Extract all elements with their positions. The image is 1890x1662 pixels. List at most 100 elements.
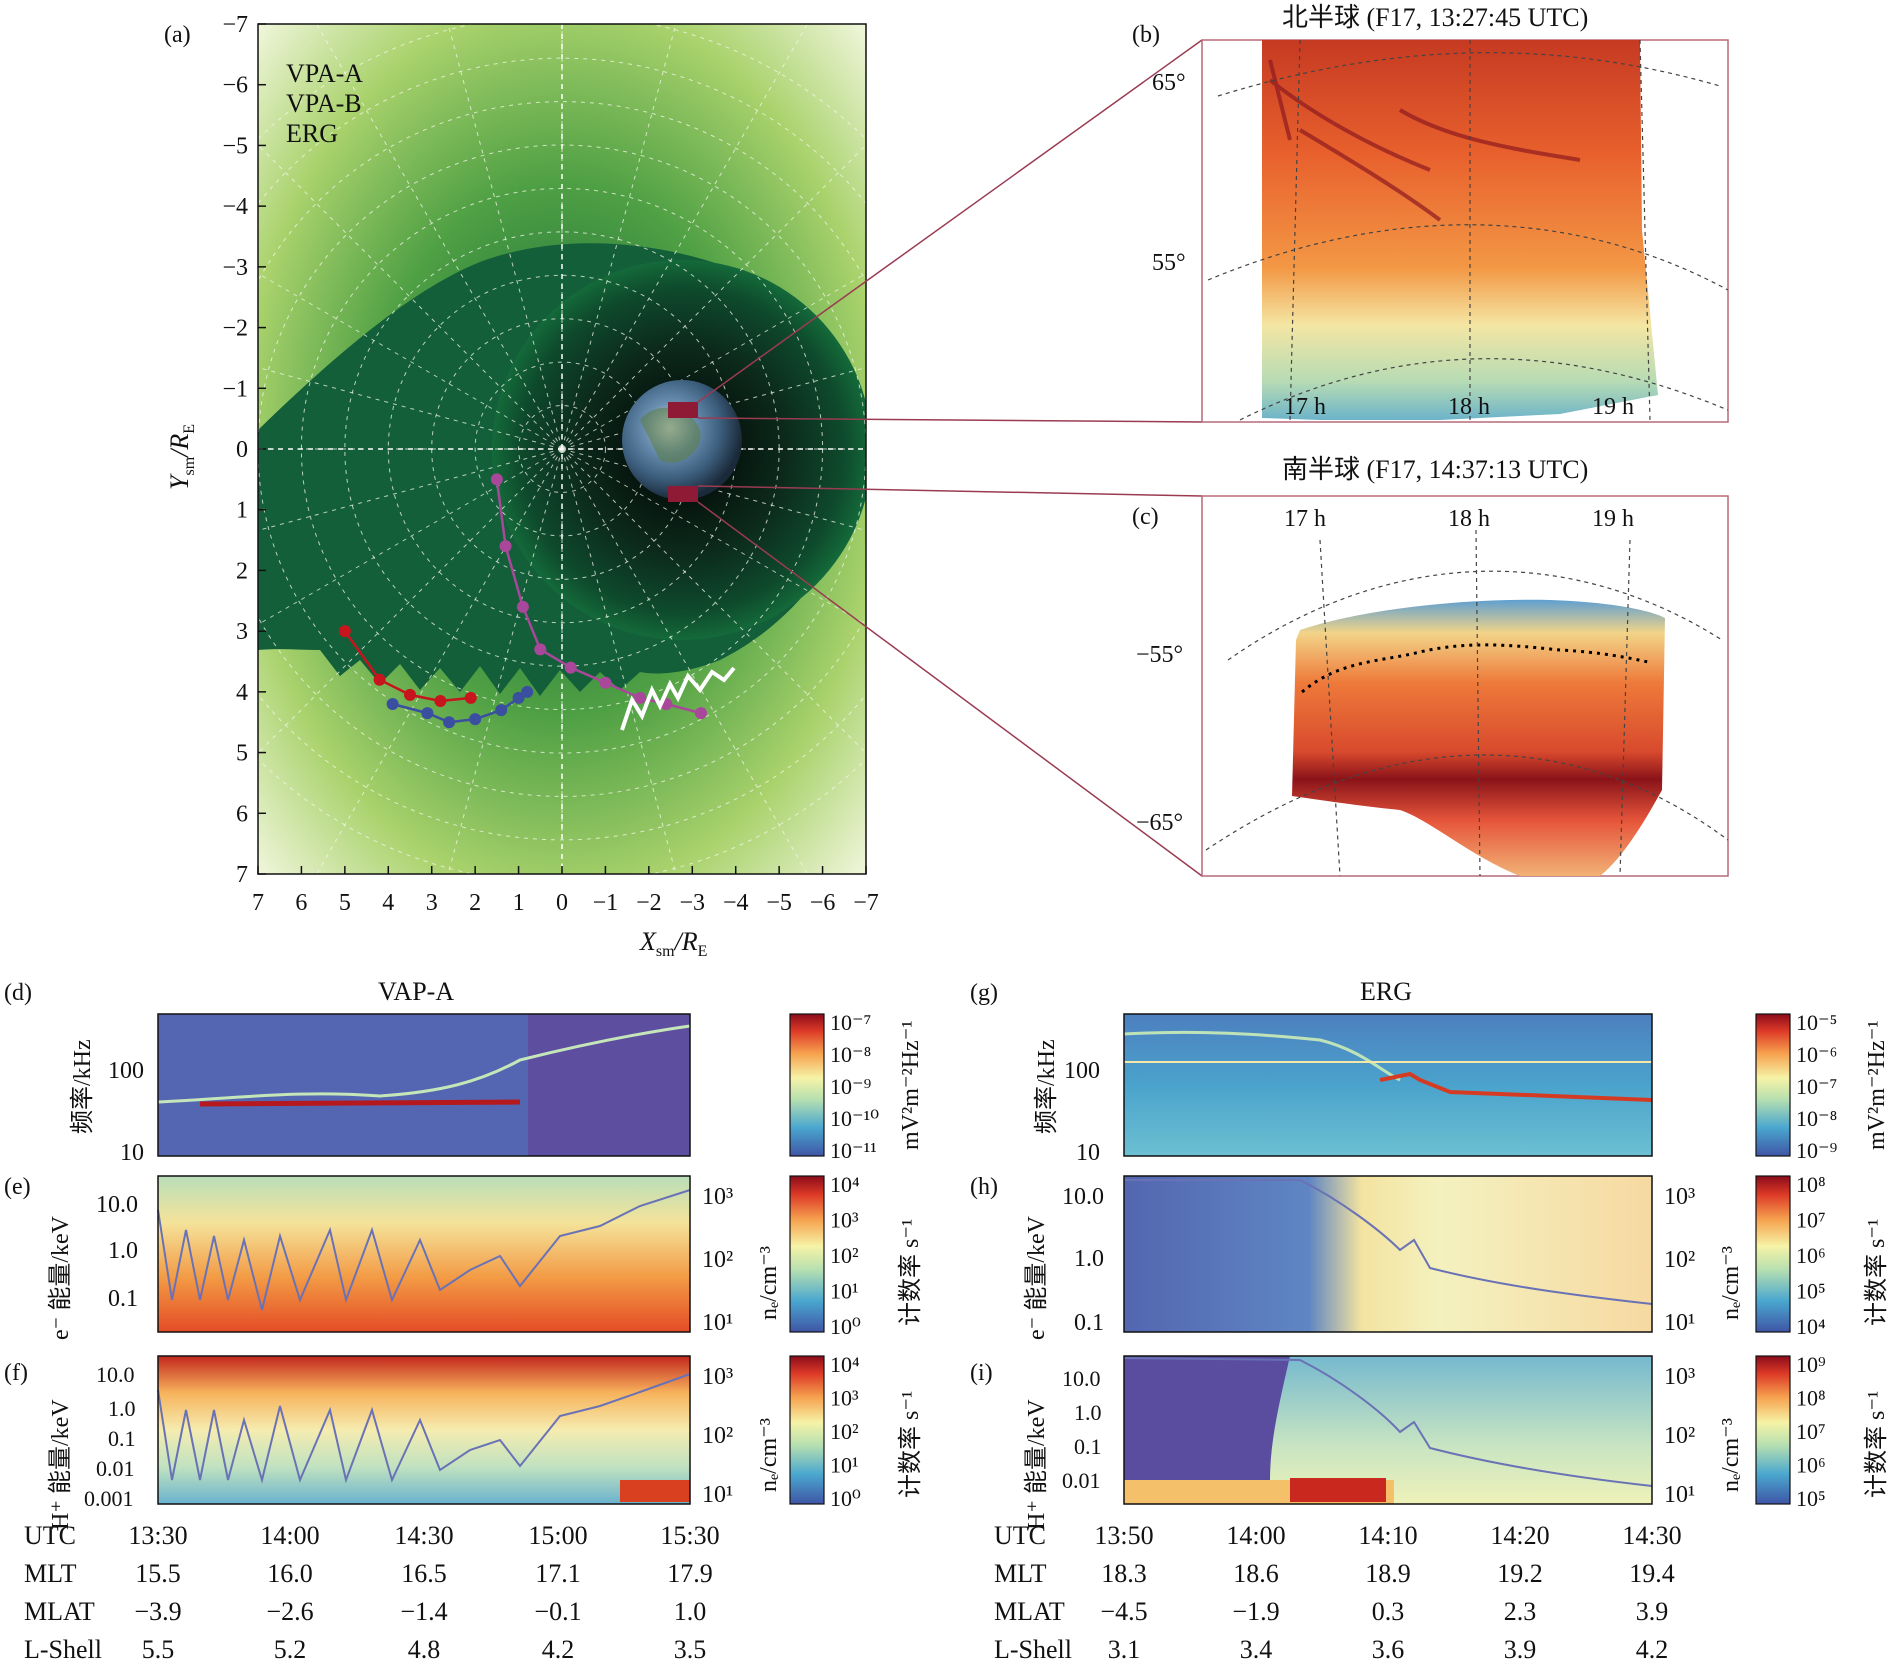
ephemeris-value-mlt-3: 17.1 <box>535 1559 581 1588</box>
panel-h-density-tick-0: 10³ <box>1664 1184 1695 1210</box>
panel-b: (b) 北半球 (F17, 13:27:45 UTC) 65° 55° 17 h… <box>1132 3 1729 423</box>
panel-b-grid <box>1207 39 1729 421</box>
trajectory-point-erg <box>490 473 503 486</box>
panel-h-letter: (h) <box>970 1174 998 1200</box>
ephemeris-value-utc-4: 14:30 <box>1622 1521 1681 1550</box>
trajectory-point-erg <box>499 540 512 553</box>
y-tick-label-4: −4 <box>222 194 248 220</box>
north-footpoint-marker <box>668 402 698 418</box>
polar-grid <box>258 24 866 874</box>
panel-h-ylabel: e⁻ 能量/keV <box>1023 1215 1050 1340</box>
north-mlt-18: 18 h <box>1448 394 1490 420</box>
x-tick-label-4: −4 <box>723 890 749 916</box>
ephemeris-value-mlat-1: −1.9 <box>1232 1597 1279 1626</box>
y-tick-label-6: −6 <box>222 73 248 99</box>
ephemeris-value-mlat-0: −3.9 <box>134 1597 181 1626</box>
trajectory-point-vpa-a <box>521 685 534 698</box>
x-tick-label-1: −1 <box>593 890 619 916</box>
panel-g-upper-hybrid-line <box>1123 1030 1401 1082</box>
y-tick-label-5: 5 <box>236 741 248 767</box>
panel-c-title: 南半球 (F17, 14:37:13 UTC) <box>1282 455 1588 484</box>
ephemeris-value-l-shell-0: 3.1 <box>1108 1635 1141 1662</box>
trajectory-point-vpa-a <box>443 716 456 729</box>
panel-g-title: ERG <box>1360 977 1412 1006</box>
panel-f-density-line <box>157 1373 691 1484</box>
ephemeris-value-utc-0: 13:50 <box>1094 1521 1153 1550</box>
panel-f-letter: (f) <box>4 1360 28 1386</box>
south-footpoint-marker <box>668 486 698 502</box>
grid-spoke <box>561 24 808 450</box>
panel-g-colorbar <box>1755 1013 1791 1157</box>
trajectory-point-erg <box>534 643 547 656</box>
panel-d-ylabel: 频率/kHz <box>69 1039 96 1134</box>
panel-g-ylabel: 频率/kHz <box>1033 1039 1060 1134</box>
grid-spoke <box>561 448 677 874</box>
legend-erg: ERG <box>286 119 338 148</box>
panel-i-ytick-1: 1.0 <box>1074 1400 1102 1425</box>
ephemeris-value-utc-3: 15:00 <box>528 1521 587 1550</box>
x-tick-label-3: −3 <box>680 890 706 916</box>
trajectory-point-erg <box>599 676 612 689</box>
grid-spoke <box>447 448 563 874</box>
ephemeris-value-mlt-1: 18.6 <box>1233 1559 1279 1588</box>
panel-d: (d) VAP-A 频率/kHz 100 10 <box>4 977 691 1166</box>
earth-landmass <box>640 407 701 463</box>
ephemeris-value-l-shell-2: 3.6 <box>1372 1635 1405 1662</box>
x-tick-label-6: 6 <box>295 890 307 916</box>
panel-a-letter: (a) <box>164 22 191 48</box>
y-tick-label-4: 4 <box>236 680 248 706</box>
ephemeris-label-mlt: MLT <box>24 1559 77 1588</box>
panel-f-ylabel: H⁺ 能量/keV <box>47 1399 74 1530</box>
panel-d-letter: (d) <box>4 980 32 1006</box>
ephemeris-label-mlt: MLT <box>994 1559 1047 1588</box>
panel-e-ytick-2: 0.1 <box>108 1286 138 1312</box>
panel-f-colorbar-tick-4: 10⁰ <box>830 1486 861 1511</box>
trajectory-point-erg <box>634 691 647 704</box>
panel-a-plot-area <box>258 24 866 874</box>
ephemeris-value-utc-4: 15:30 <box>660 1521 719 1550</box>
panel-i-low-energy-peak <box>1290 1478 1386 1502</box>
grid-spoke <box>447 24 563 450</box>
panel-d-colorbar-tick-0: 10⁻⁷ <box>830 1010 871 1035</box>
panel-g-colorbar-label: mV²m⁻²Hz⁻¹ <box>1864 1020 1890 1150</box>
panel-d-colorbar-tick-2: 10⁻⁹ <box>830 1074 872 1099</box>
panel-g: (g) ERG 频率/kHz 100 10 <box>970 977 1653 1166</box>
trajectory-point-vpa-b <box>404 688 416 701</box>
y-tick-label-6: 6 <box>236 801 248 827</box>
south-mlt-17: 17 h <box>1284 506 1326 532</box>
panel-d-ytick-10: 10 <box>120 1140 144 1166</box>
panel-i-colorbar-tick-2: 10⁷ <box>1796 1419 1826 1444</box>
connector-lines <box>697 39 1203 877</box>
y-tick-label-1: −1 <box>222 376 248 402</box>
panel-g-colorbar-tick-4: 10⁻⁹ <box>1796 1138 1838 1163</box>
panel-g-spectrogram <box>1124 1014 1652 1156</box>
panel-b-title: 北半球 (F17, 13:27:45 UTC) <box>1282 3 1588 32</box>
panel-e-frame <box>157 1175 691 1333</box>
panel-f-ytick-2: 0.1 <box>108 1426 136 1451</box>
ephemeris-value-mlt-2: 16.5 <box>401 1559 447 1588</box>
panel-b-letter: (b) <box>1132 22 1160 48</box>
panel-c-letter: (c) <box>1132 504 1159 530</box>
trajectory-point-vpa-a <box>421 707 434 720</box>
north-lat-55: 55° <box>1152 250 1186 276</box>
south-aurora-dotted-boundary <box>1301 643 1649 694</box>
panel-e-density-tick-1: 10² <box>702 1247 733 1273</box>
panel-a-axes: 7 6 5 4 3 2 1 0 −1 −2 −3 −4 −5 −6 −7 −7 −6 −5 −4 −3 −2 −1 0 1 2 3… <box>222 12 878 916</box>
panel-h-spectrogram <box>1124 1176 1652 1332</box>
x-tick-label-2: −2 <box>636 890 662 916</box>
x-tick-label-1: 1 <box>513 890 525 916</box>
panel-f-frame <box>157 1355 691 1505</box>
ephemeris-value-utc-2: 14:10 <box>1358 1521 1417 1550</box>
x-tick-label-5: −5 <box>766 890 792 916</box>
ephemeris-value-l-shell-1: 3.4 <box>1240 1635 1273 1662</box>
north-lat-65: 65° <box>1152 70 1186 96</box>
ephemeris-value-mlat-3: 2.3 <box>1504 1597 1537 1626</box>
ephemeris-value-l-shell-3: 3.9 <box>1504 1635 1537 1662</box>
x-axis-label: Xsm/RE <box>639 927 707 960</box>
panel-g-colorbar-tick-0: 10⁻⁵ <box>1796 1010 1837 1035</box>
ephemeris-value-mlat-4: 3.9 <box>1636 1597 1669 1626</box>
ephemeris-value-l-shell-0: 5.5 <box>142 1635 175 1662</box>
trajectory-point-vpa-b <box>464 691 477 704</box>
y-tick-label-7: 7 <box>236 862 248 888</box>
south-lat-55: −55° <box>1136 642 1183 668</box>
